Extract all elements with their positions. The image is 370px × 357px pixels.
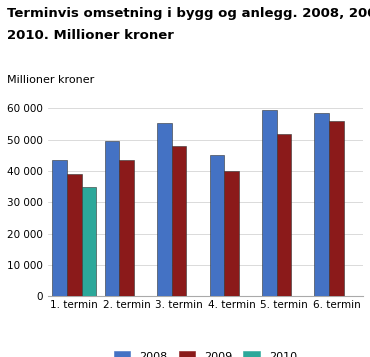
Legend: 2008, 2009, 2010: 2008, 2009, 2010: [109, 347, 302, 357]
Bar: [262, 110, 277, 296]
Bar: [120, 160, 134, 296]
Bar: [314, 113, 329, 296]
Bar: [105, 141, 120, 296]
Bar: [172, 146, 186, 296]
Bar: [157, 122, 172, 296]
Bar: [329, 121, 344, 296]
Bar: [224, 171, 239, 296]
Text: 2010. Millioner kroner: 2010. Millioner kroner: [7, 29, 174, 41]
Bar: [209, 155, 224, 296]
Bar: [82, 187, 96, 296]
Bar: [67, 174, 82, 296]
Text: Millioner kroner: Millioner kroner: [7, 75, 94, 85]
Text: Terminvis omsetning i bygg og anlegg. 2008, 2009 og: Terminvis omsetning i bygg og anlegg. 20…: [7, 7, 370, 20]
Bar: [277, 134, 291, 296]
Bar: [52, 160, 67, 296]
